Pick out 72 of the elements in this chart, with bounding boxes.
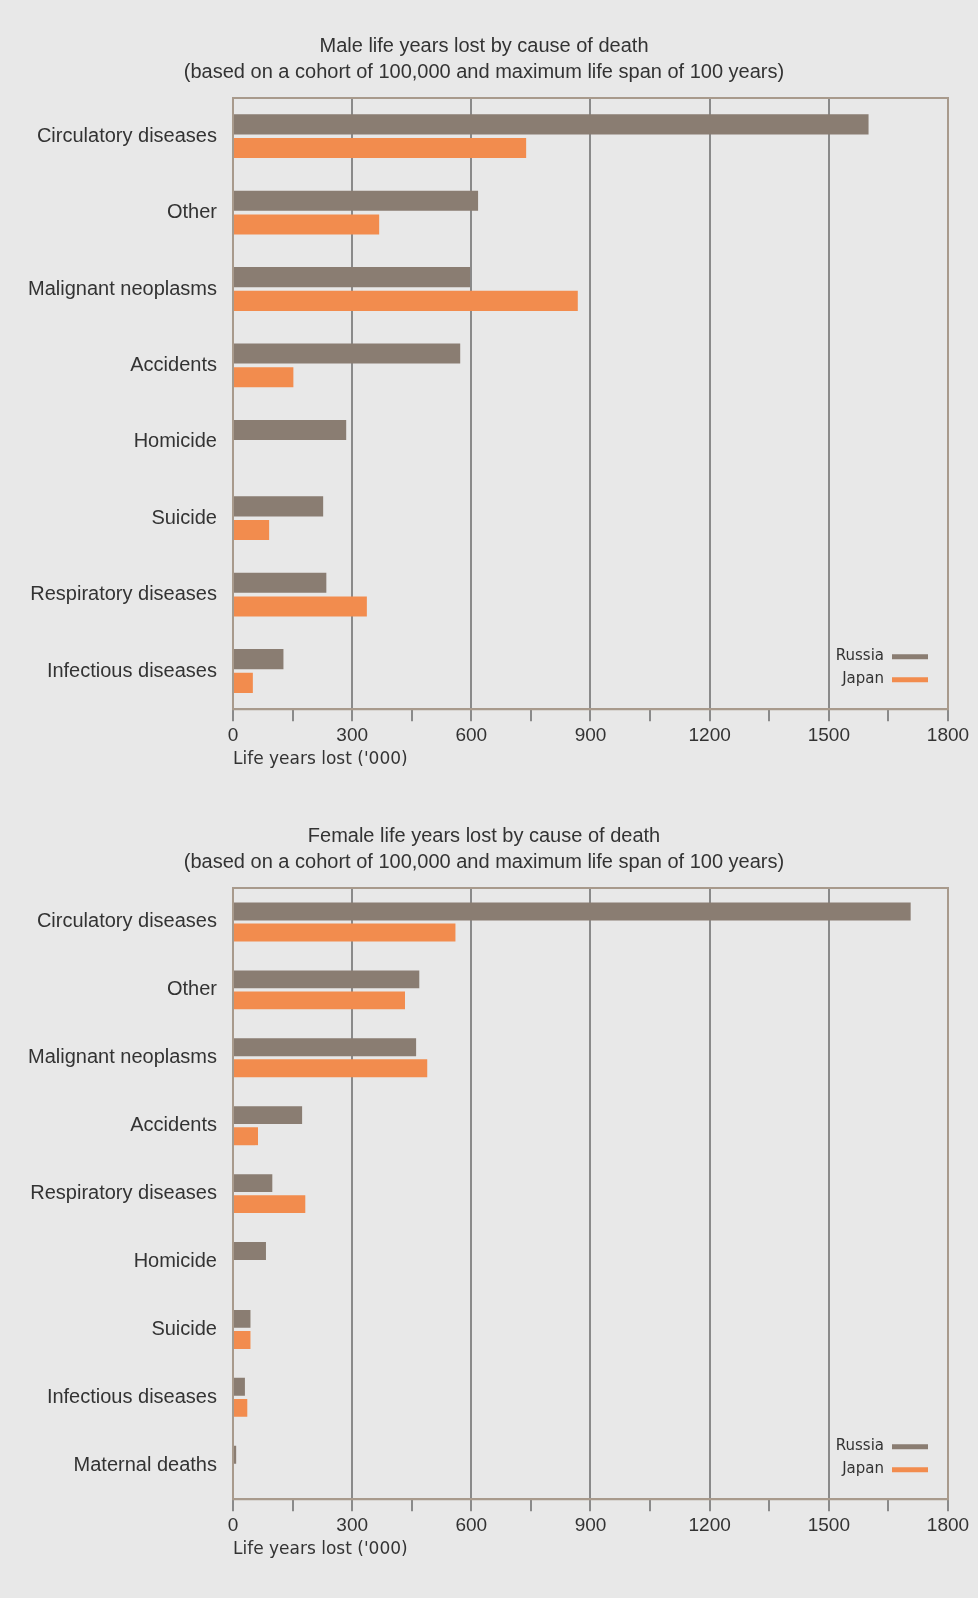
bar [233, 902, 911, 921]
x-tick-label: 300 [336, 1513, 369, 1535]
y-tick-label: Maternal deaths [73, 1452, 217, 1475]
bar [233, 419, 347, 441]
y-tick-label: Other [166, 977, 218, 1000]
bar [233, 672, 253, 693]
chart-title: Male life years lost by cause of death [319, 33, 649, 56]
y-tick-label: Homicide [133, 1249, 217, 1272]
x-tick-label: 900 [574, 723, 607, 745]
x-axis-title: Life years lost ('000) [232, 1538, 408, 1559]
x-tick-label: 0 [227, 723, 239, 745]
x-tick-label: 1800 [926, 723, 970, 745]
x-axis-title: Life years lost ('000) [232, 748, 408, 769]
bar [233, 1106, 303, 1125]
bar [233, 1331, 251, 1349]
bar [233, 1059, 428, 1078]
bar [233, 572, 327, 593]
bar [233, 290, 578, 311]
bar [233, 190, 479, 211]
bar [233, 970, 420, 989]
x-tick-label: 300 [336, 723, 369, 745]
y-tick-label: Respiratory diseases [30, 582, 217, 605]
legend-label: Japan [841, 1459, 884, 1478]
bar [233, 1445, 237, 1464]
bar [233, 114, 869, 135]
chart-title: Female life years lost by cause of death [307, 823, 661, 846]
x-tick-label: 1200 [688, 1513, 731, 1535]
y-tick-label: Respiratory diseases [30, 1181, 217, 1204]
bar [233, 1195, 306, 1214]
bar [233, 1377, 245, 1396]
bar [233, 1174, 273, 1193]
bar [233, 1127, 259, 1146]
y-tick-label: Infectious diseases [46, 1384, 217, 1407]
bar [233, 496, 324, 517]
y-tick-label: Suicide [151, 1316, 217, 1339]
y-tick-label: Infectious diseases [46, 658, 217, 681]
x-tick-label: 1800 [926, 1513, 970, 1535]
y-tick-label: Malignant neoplasms [27, 1045, 217, 1068]
x-tick-label: 600 [455, 723, 488, 745]
bar [233, 367, 294, 388]
bar [233, 1398, 248, 1417]
bar [233, 649, 284, 670]
bar [233, 991, 405, 1010]
bar [233, 519, 270, 541]
bar [233, 1309, 251, 1328]
bar [233, 267, 471, 288]
y-tick-label: Homicide [133, 429, 217, 452]
y-tick-label: Accidents [130, 1113, 217, 1136]
bar [233, 1242, 266, 1260]
legend-label: Japan [841, 669, 884, 688]
y-tick-label: Suicide [151, 505, 217, 528]
bar [233, 1038, 417, 1057]
bar [233, 137, 527, 159]
bar [233, 596, 367, 617]
x-tick-label: 0 [227, 1513, 239, 1535]
y-tick-label: Malignant neoplasms [27, 276, 217, 299]
x-tick-label: 1200 [688, 723, 731, 745]
y-tick-label: Accidents [130, 352, 217, 375]
y-tick-label: Circulatory diseases [36, 123, 217, 146]
bar [233, 214, 380, 235]
y-tick-label: Circulatory diseases [36, 909, 217, 932]
bar [233, 923, 456, 942]
x-tick-label: 1500 [807, 1513, 850, 1535]
chart-subtitle: (based on a cohort of 100,000 and maximum life span of 100 years) [183, 59, 785, 82]
bar [233, 343, 461, 364]
legend-label: Russia [835, 1436, 884, 1455]
x-tick-label: 1500 [807, 723, 850, 745]
chart-subtitle: (based on a cohort of 100,000 and maximum life span of 100 years) [183, 849, 785, 872]
x-tick-label: 600 [455, 1513, 488, 1535]
legend-label: Russia [835, 646, 884, 665]
x-tick-label: 900 [574, 1513, 607, 1535]
y-tick-label: Other [166, 200, 218, 223]
